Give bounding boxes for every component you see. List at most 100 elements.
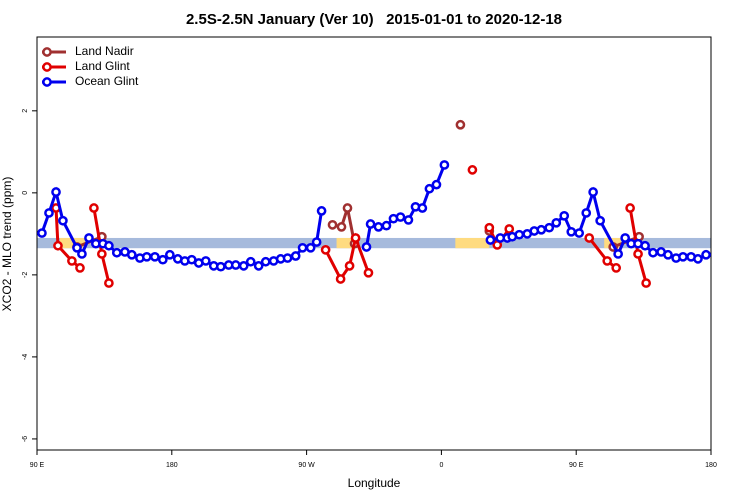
- data-point: [316, 206, 327, 216]
- data-point: [381, 220, 392, 231]
- y-axis-label: XCO2 - MLO trend (ppm): [0, 177, 14, 312]
- data-point: [104, 278, 114, 288]
- data-point: [84, 233, 94, 243]
- legend-marker: [42, 77, 52, 87]
- y-tick-label: 0: [22, 191, 29, 195]
- data-point: [342, 203, 353, 213]
- y-tick-label: -4: [22, 354, 29, 360]
- legend-label: Land Glint: [75, 59, 130, 73]
- series-line: [54, 207, 81, 270]
- data-point: [544, 222, 555, 233]
- data-point: [455, 119, 466, 130]
- land-segment: [455, 237, 490, 249]
- plot-frame: [36, 36, 712, 451]
- data-point: [363, 267, 374, 278]
- data-point: [320, 245, 331, 255]
- data-point: [602, 256, 613, 266]
- data-point: [611, 263, 622, 273]
- data-point: [417, 203, 428, 213]
- data-point: [373, 222, 384, 232]
- data-point: [574, 228, 585, 238]
- y-tick-label: -2: [22, 272, 29, 278]
- data-point: [361, 242, 372, 252]
- x-tick-label: 180: [705, 462, 717, 469]
- data-point: [282, 253, 293, 263]
- data-point: [344, 261, 355, 271]
- series-line: [365, 164, 446, 248]
- data-point: [588, 187, 598, 197]
- data-point: [311, 237, 322, 247]
- data-point: [37, 228, 47, 238]
- data-point: [253, 261, 264, 271]
- data-point: [504, 224, 515, 234]
- x-axis-label: Longitude: [348, 476, 401, 490]
- data-point: [111, 247, 122, 258]
- data-point: [467, 165, 478, 175]
- data-point: [633, 249, 643, 259]
- data-point: [58, 215, 68, 226]
- data-point: [150, 251, 160, 262]
- data-point: [53, 240, 63, 251]
- data-point: [403, 215, 414, 225]
- data-point: [335, 274, 346, 284]
- data-point: [89, 203, 99, 213]
- data-point: [290, 251, 301, 261]
- data-point: [75, 263, 85, 273]
- x-tick-label: 90 E: [30, 462, 45, 469]
- data-point: [238, 261, 249, 271]
- legend-label: Ocean Glint: [75, 74, 139, 88]
- land-segment: [59, 237, 85, 249]
- data-point: [157, 254, 168, 265]
- data-point: [439, 160, 450, 170]
- data-point: [613, 249, 623, 259]
- data-point: [72, 242, 82, 253]
- data-point: [327, 219, 338, 230]
- data-point: [126, 249, 137, 260]
- data-point: [51, 187, 61, 197]
- data-point: [566, 226, 577, 237]
- data-point: [200, 256, 211, 266]
- data-point: [395, 212, 406, 222]
- data-point: [595, 215, 606, 226]
- data-point: [230, 260, 241, 270]
- data-point: [297, 242, 308, 253]
- x-tick-label: 90 W: [298, 462, 315, 469]
- y-tick-label: -6: [22, 436, 29, 442]
- data-point: [77, 249, 87, 259]
- data-point: [640, 240, 650, 251]
- data-point: [620, 233, 631, 243]
- data-point: [336, 222, 347, 232]
- data-point: [625, 203, 635, 213]
- data-point: [104, 240, 114, 251]
- data-point: [67, 256, 77, 266]
- x-tick-label: 180: [166, 462, 178, 469]
- data-point: [350, 233, 361, 243]
- data-point: [701, 249, 711, 260]
- land-segment: [336, 237, 357, 249]
- data-point: [165, 249, 175, 260]
- x-tick-label: 0: [439, 462, 443, 469]
- data-point: [484, 222, 495, 233]
- data-point: [97, 249, 107, 259]
- data-point: [581, 208, 592, 218]
- data-point: [678, 251, 688, 262]
- data-point: [693, 254, 703, 264]
- legend-label: Land Nadir: [75, 44, 134, 58]
- data-point: [536, 224, 547, 235]
- data-point: [365, 219, 376, 229]
- data-point: [485, 235, 496, 245]
- data-point: [245, 256, 256, 267]
- y-tick-label: 2: [22, 109, 29, 113]
- data-point: [584, 233, 595, 243]
- reference-band: [37, 237, 711, 249]
- data-point: [551, 217, 562, 228]
- data-point: [424, 183, 435, 194]
- data-point: [141, 251, 152, 262]
- x-tick-label: 90 E: [569, 462, 584, 469]
- legend-marker: [42, 47, 52, 57]
- data-point: [663, 249, 673, 260]
- data-point: [260, 256, 271, 267]
- data-point: [559, 210, 570, 221]
- data-point: [215, 261, 226, 272]
- data-point: [44, 208, 54, 218]
